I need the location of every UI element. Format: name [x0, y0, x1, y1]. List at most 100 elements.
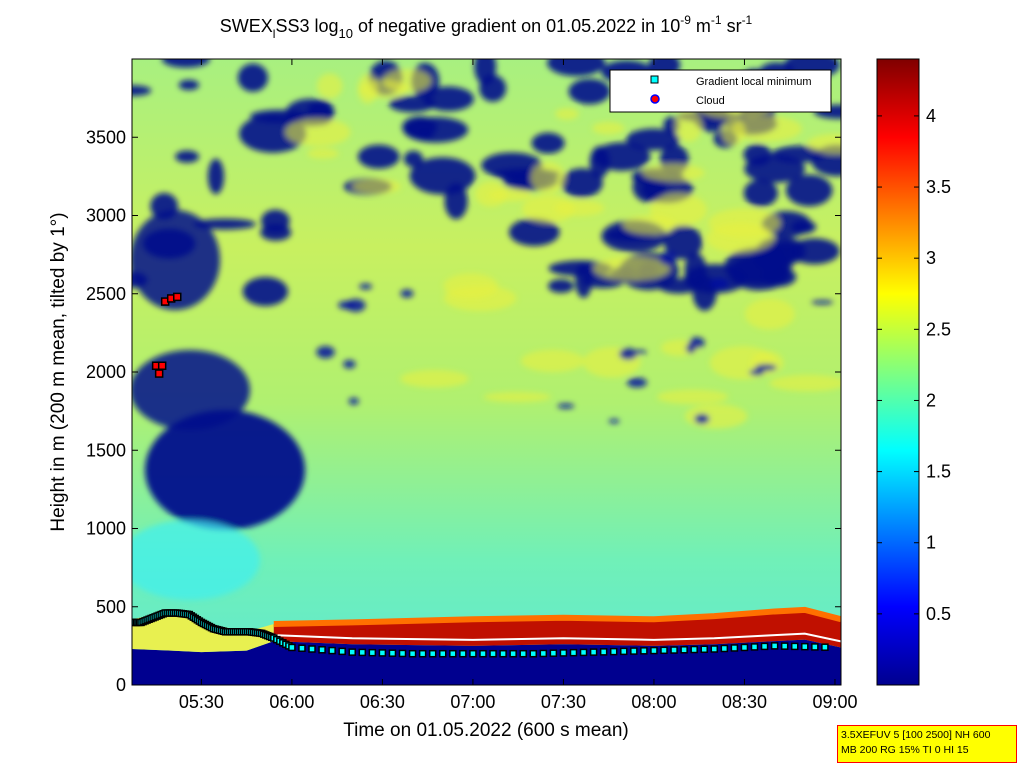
colorbar-tick-label: 2.5 [926, 319, 951, 339]
gradient-min-point [499, 649, 507, 658]
gradient-min-point [539, 649, 548, 658]
texture-patch [530, 162, 566, 194]
texture-patch [706, 223, 775, 254]
texture-patch [207, 158, 225, 195]
legend-marker-gradient-min [650, 75, 659, 84]
gradient-min-point [640, 647, 648, 655]
gradient-min-point [660, 646, 668, 655]
colorbar-tick-label: 4 [926, 106, 936, 126]
heatmap-texture [132, 59, 841, 600]
texture-patch [343, 359, 356, 369]
gradient-min-point [730, 644, 739, 652]
texture-patch [400, 289, 414, 298]
y-tick-label: 0 [116, 675, 126, 695]
texture-patch [547, 59, 606, 77]
gradient-min-point [740, 643, 749, 652]
texture-patch [608, 419, 620, 424]
texture-patch [622, 215, 676, 235]
texture-patch [659, 251, 677, 266]
gradient-min-point [439, 649, 447, 658]
texture-patch [554, 200, 605, 217]
texture-patch [357, 144, 400, 169]
y-tick-label: 3000 [86, 206, 126, 226]
texture-patch [684, 404, 748, 429]
texture-patch [709, 277, 729, 289]
y-axis: 0 500 1000 1500 2000 2500 3000 3500 [86, 127, 841, 695]
texture-patch [592, 121, 625, 135]
x-tick-label: 06:00 [269, 692, 314, 712]
gradient-min-point [318, 646, 326, 654]
chart-title: SWEXlSS3 log10 of negative gradient on 0… [220, 13, 753, 41]
gradient-min-point [479, 649, 487, 658]
plot-area: 05:30 06:00 06:30 07:00 07:30 08:00 08:30 09:00… [86, 58, 857, 712]
gradient-min-point [690, 645, 698, 654]
texture-patch [743, 179, 779, 207]
texture-patch [743, 143, 772, 166]
gradient-min-point [509, 649, 517, 658]
surface-left-region [132, 611, 274, 653]
texture-patch [443, 285, 517, 311]
legend-label-gradient-min: Gradient local minimum [696, 76, 812, 88]
gradient-min-point [388, 649, 397, 657]
texture-patch [547, 279, 574, 293]
x-tick-label: 05:30 [179, 692, 224, 712]
texture-patch [132, 350, 250, 430]
texture-patch [316, 345, 335, 359]
legend-marker-cloud [650, 94, 660, 104]
texture-patch [771, 145, 825, 163]
texture-patch [811, 300, 834, 305]
texture-patch [417, 129, 434, 140]
texture-patch [307, 148, 339, 159]
texture-patch [403, 150, 423, 168]
gradient-min-point [529, 649, 538, 658]
cloud-series [151, 292, 182, 378]
texture-patch [483, 391, 552, 403]
legend: Gradient local minimum Cloud [609, 69, 832, 113]
x-tick-label: 07:30 [541, 692, 586, 712]
y-tick-label: 3500 [86, 127, 126, 147]
texture-patch [531, 132, 565, 154]
texture-patch [674, 109, 703, 143]
gradient-min-point [790, 642, 799, 651]
texture-patch [175, 150, 200, 163]
colorbar-tick-label: 3 [926, 248, 936, 268]
colorbar-tick-label: 0.5 [926, 604, 951, 624]
texture-patch [568, 78, 611, 105]
surface-red-edge [273, 606, 841, 627]
texture-patch [132, 85, 152, 96]
gradient-min-point [338, 647, 346, 656]
texture-patch [560, 168, 603, 198]
texture-patch [161, 59, 210, 68]
colorbar-gradient [876, 58, 920, 686]
gradient-min-point [650, 646, 658, 655]
texture-patch [749, 369, 765, 376]
gradient-min-point [801, 642, 809, 651]
texture-patch [338, 300, 354, 310]
texture-patch [285, 118, 351, 147]
colorbar: 0.5 1 1.5 2 2.5 3 3.5 4 [876, 58, 951, 686]
texture-patch [481, 152, 543, 179]
x-tick-label: 06:30 [360, 692, 405, 712]
gradient-min-point [378, 649, 387, 657]
info-box: 3.5XEFUV 5 [100 2500] NH 600 MB 200 RG 1… [837, 725, 1017, 763]
texture-patch [352, 178, 401, 195]
gradient-min-point [680, 646, 688, 654]
gradient-min-point [418, 649, 427, 658]
texture-patch [239, 114, 307, 153]
gradient-min-point [298, 644, 306, 652]
texture-patch [178, 79, 200, 91]
gradient-min-point [760, 642, 769, 651]
gradient-min-point [811, 643, 819, 651]
texture-patch [626, 377, 648, 388]
texture-patch [755, 363, 777, 372]
x-tick-label: 08:30 [722, 692, 767, 712]
texture-patch [593, 142, 651, 171]
texture-patch [520, 349, 585, 373]
texture-patch [663, 225, 703, 260]
gradient-min-series [132, 609, 829, 658]
texture-patch [261, 209, 290, 233]
gradient-min-point [630, 647, 638, 655]
legend-box [609, 69, 832, 113]
texture-patch [145, 410, 305, 530]
